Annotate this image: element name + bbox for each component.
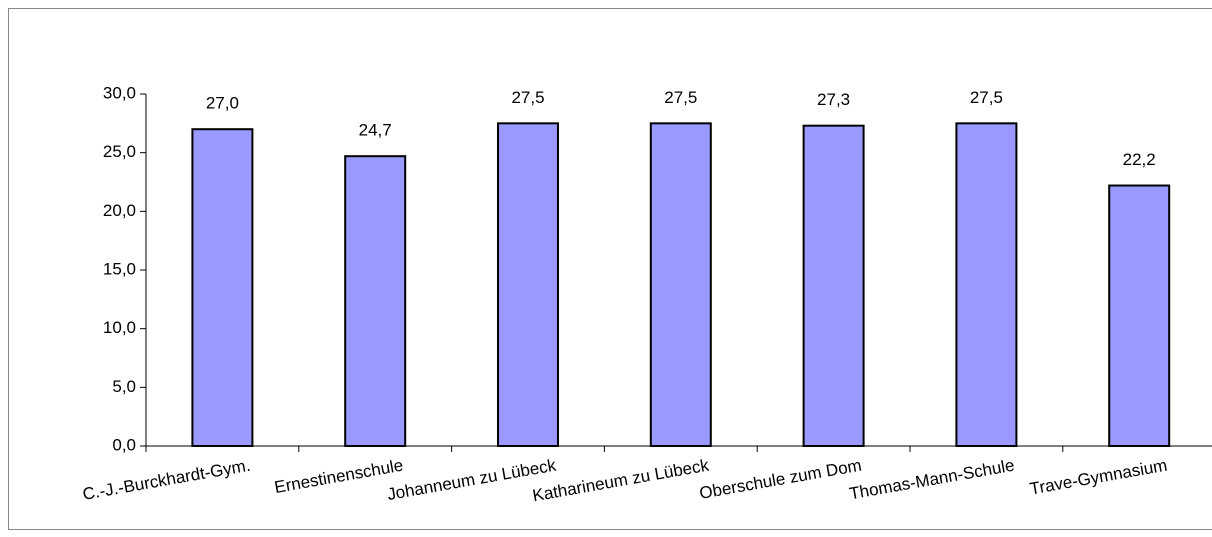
y-tick-label: 15,0 bbox=[103, 259, 136, 278]
value-label: 27,5 bbox=[970, 88, 1003, 107]
bar bbox=[191, 128, 254, 447]
chart-frame bbox=[8, 8, 1212, 530]
bar bbox=[497, 122, 559, 447]
value-label: 27,5 bbox=[664, 88, 697, 107]
y-tick-label: 0,0 bbox=[112, 435, 136, 454]
bar bbox=[649, 122, 712, 447]
x-tick-label: Katharineum zu Lübeck bbox=[531, 456, 711, 506]
x-tick-label: Ernestinenschule bbox=[273, 456, 405, 497]
y-tick-label: 25,0 bbox=[103, 142, 136, 161]
bar bbox=[802, 124, 865, 448]
y-tick-label: 20,0 bbox=[103, 201, 136, 220]
y-tick-label: 5,0 bbox=[112, 377, 136, 396]
value-label: 27,3 bbox=[817, 90, 850, 109]
y-tick-label: 30,0 bbox=[103, 83, 136, 102]
bar bbox=[344, 155, 407, 447]
y-tick-label: 10,0 bbox=[103, 318, 136, 337]
value-label: 24,7 bbox=[359, 121, 392, 140]
x-tick-label: C.-J.-Burckhardt-Gym. bbox=[81, 456, 252, 504]
x-tick-label: Thomas-Mann-Schule bbox=[848, 456, 1016, 504]
x-tick-label: Oberschule zum Dom bbox=[698, 456, 863, 503]
x-tick-label: Trave-Gymnasium bbox=[1028, 456, 1168, 499]
bar bbox=[1108, 184, 1171, 448]
value-label: 27,5 bbox=[511, 88, 544, 107]
value-label: 27,0 bbox=[206, 94, 239, 113]
value-label: 22,2 bbox=[1123, 150, 1156, 169]
bar bbox=[955, 122, 1018, 447]
